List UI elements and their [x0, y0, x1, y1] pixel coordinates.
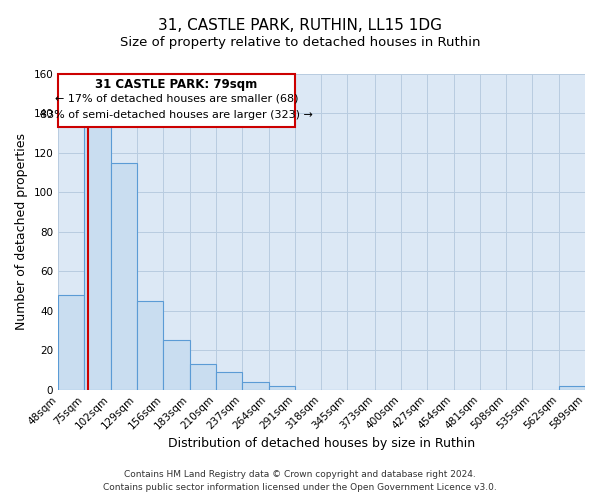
Text: 83% of semi-detached houses are larger (323) →: 83% of semi-detached houses are larger (… — [40, 110, 313, 120]
Y-axis label: Number of detached properties: Number of detached properties — [15, 134, 28, 330]
Bar — [137, 301, 163, 390]
Text: Contains HM Land Registry data © Crown copyright and database right 2024.
Contai: Contains HM Land Registry data © Crown c… — [103, 470, 497, 492]
Bar — [559, 386, 585, 390]
Bar — [190, 364, 216, 390]
FancyBboxPatch shape — [58, 74, 295, 128]
Text: 31 CASTLE PARK: 79sqm: 31 CASTLE PARK: 79sqm — [95, 78, 257, 91]
Bar — [163, 340, 190, 390]
Text: Size of property relative to detached houses in Ruthin: Size of property relative to detached ho… — [120, 36, 480, 49]
Bar — [269, 386, 295, 390]
X-axis label: Distribution of detached houses by size in Ruthin: Distribution of detached houses by size … — [168, 437, 475, 450]
Bar — [242, 382, 269, 390]
Bar — [111, 163, 137, 390]
Bar — [85, 126, 111, 390]
Text: ← 17% of detached houses are smaller (68): ← 17% of detached houses are smaller (68… — [55, 94, 298, 104]
Text: 31, CASTLE PARK, RUTHIN, LL15 1DG: 31, CASTLE PARK, RUTHIN, LL15 1DG — [158, 18, 442, 32]
Bar — [216, 372, 242, 390]
Bar — [58, 295, 85, 390]
